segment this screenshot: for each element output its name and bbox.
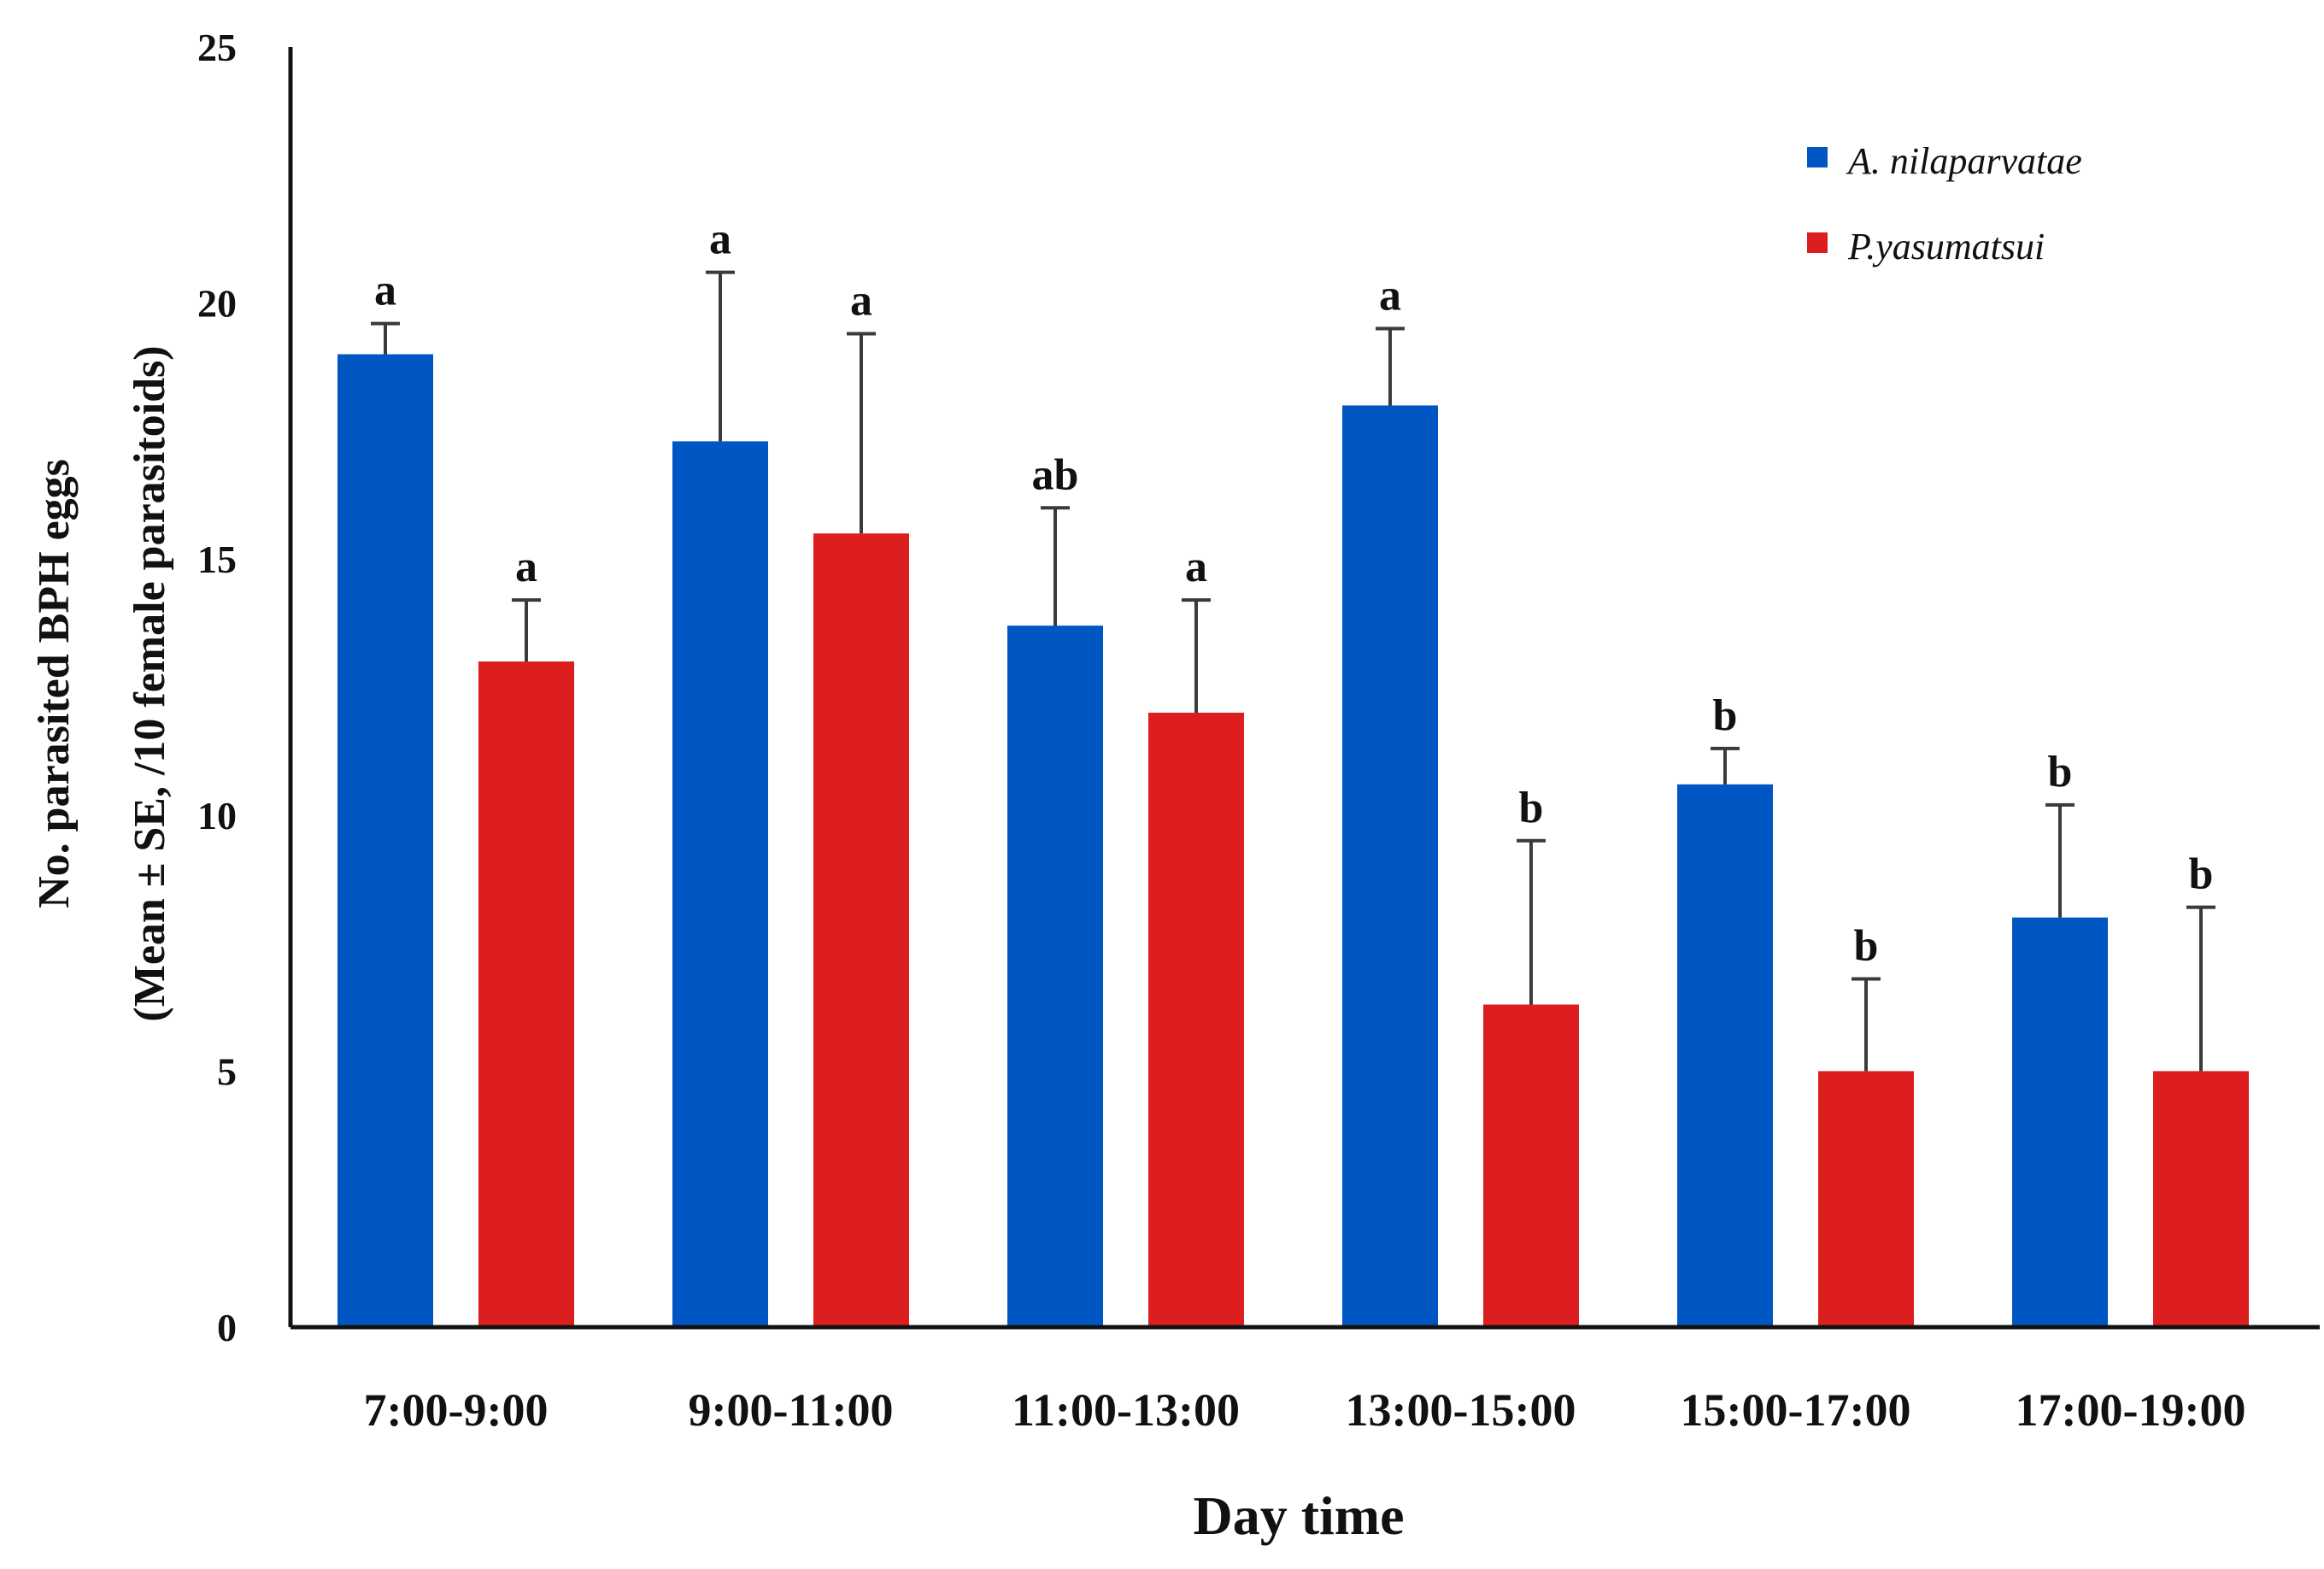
significance-letter: b [2189, 850, 2214, 899]
significance-letter: b [1854, 922, 1879, 971]
y-tick-label: 5 [217, 1049, 237, 1093]
significance-letter: b [2048, 748, 2073, 796]
legend: A. nilaparvatae P.yasumatsui [1807, 140, 2082, 267]
y-axis-title-line2: (Mean ± SE, /10 female parasitoids) [126, 345, 174, 1021]
y-axis-title: No. parasited BPH eggs (Mean ± SE, /10 f… [30, 345, 174, 1021]
legend-swatch-p-yasumatsui [1807, 232, 1828, 253]
significance-letter: a [374, 267, 396, 315]
y-tick-label: 15 [197, 538, 237, 581]
bar-a-nilaparvatae [337, 354, 433, 1327]
legend-label-p-yasumatsui: P.yasumatsui [1847, 226, 2045, 267]
y-tick-label: 20 [197, 282, 237, 326]
significance-letter: b [1713, 691, 1738, 740]
x-axis-title: Day time [1193, 1485, 1404, 1546]
significance-letter: ab [1032, 450, 1079, 499]
x-category-label: 15:00-17:00 [1681, 1384, 1911, 1436]
legend-label-a-nilaparvatae: A. nilaparvatae [1846, 140, 2082, 182]
bar-p-yasumatsui [1148, 712, 1244, 1327]
legend-swatch-a-nilaparvatae [1807, 147, 1828, 167]
bar-p-yasumatsui [2153, 1071, 2249, 1327]
y-tick-label: 10 [197, 794, 237, 837]
bar-a-nilaparvatae [1677, 784, 1773, 1327]
significance-letter: b [1519, 784, 1544, 832]
bar-p-yasumatsui [813, 533, 909, 1327]
significance-letter: a [709, 215, 731, 264]
y-tick-label: 25 [197, 26, 237, 69]
y-axis-title-line1: No. parasited BPH eggs [30, 459, 79, 908]
y-tick-label: 0 [217, 1306, 237, 1349]
significance-letter: a [515, 543, 537, 591]
bar-p-yasumatsui [478, 661, 574, 1327]
x-category-label: 7:00-9:00 [364, 1384, 549, 1436]
significance-letter: a [1379, 272, 1401, 320]
x-category-label: 17:00-19:00 [2016, 1384, 2246, 1436]
bar-p-yasumatsui [1483, 1004, 1579, 1327]
bar-p-yasumatsui [1818, 1071, 1914, 1327]
significance-letter: a [850, 277, 872, 326]
y-axis-ticks: 0 5 10 15 20 25 [197, 26, 237, 1349]
bars [337, 354, 2249, 1328]
significance-letter: a [1185, 543, 1207, 591]
bar-a-nilaparvatae [1007, 626, 1103, 1327]
bar-a-nilaparvatae [672, 441, 768, 1327]
x-category-label: 9:00-11:00 [689, 1384, 894, 1436]
bar-a-nilaparvatae [1342, 405, 1438, 1328]
x-category-label: 13:00-15:00 [1346, 1384, 1576, 1436]
x-category-label: 11:00-13:00 [1012, 1384, 1240, 1436]
x-axis-category-labels: 7:00-9:00 9:00-11:00 11:00-13:00 13:00-15:0… [364, 1384, 2246, 1436]
bar-a-nilaparvatae [2012, 917, 2108, 1327]
error-bars [371, 270, 2215, 1072]
